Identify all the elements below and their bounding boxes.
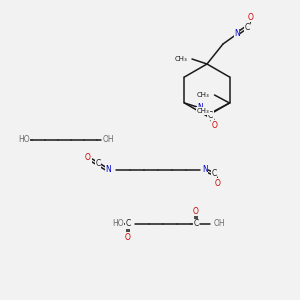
Text: HO: HO [112, 220, 124, 229]
Text: C: C [95, 160, 101, 169]
Text: N: N [198, 103, 203, 112]
Text: O: O [125, 232, 131, 242]
Text: C: C [125, 220, 130, 229]
Text: C: C [194, 220, 199, 229]
Text: N: N [234, 29, 240, 38]
Text: N: N [105, 166, 111, 175]
Text: C: C [244, 22, 250, 32]
Text: CH₃: CH₃ [197, 92, 209, 98]
Text: C: C [208, 110, 213, 119]
Text: N: N [202, 166, 208, 175]
Text: OH: OH [103, 136, 115, 145]
Text: HO: HO [18, 136, 30, 145]
Text: O: O [215, 178, 221, 188]
Text: CH₃: CH₃ [174, 56, 187, 62]
Text: C: C [212, 169, 217, 178]
Text: CH₃: CH₃ [197, 108, 209, 114]
Text: O: O [85, 154, 91, 163]
Text: O: O [212, 121, 218, 130]
Text: OH: OH [214, 220, 226, 229]
Text: O: O [248, 13, 254, 22]
Text: O: O [193, 206, 199, 215]
